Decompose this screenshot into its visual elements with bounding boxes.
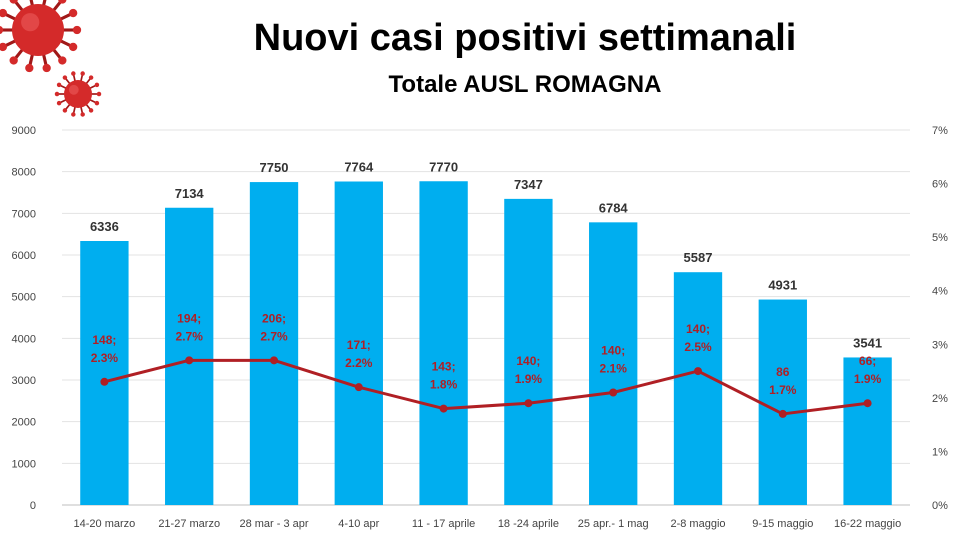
bar-value-label: 5587 xyxy=(684,250,713,265)
y-tick-label: 8000 xyxy=(12,167,36,179)
y2-tick-label: 7% xyxy=(932,125,948,137)
y-axis-right: 0% 1% 2% 3% 4% 5% 6% 7% xyxy=(932,125,948,512)
line-point xyxy=(354,383,363,392)
bar-value-label: 7764 xyxy=(344,160,374,175)
y-tick-label: 3000 xyxy=(12,375,36,387)
y-tick-label: 0 xyxy=(30,500,36,512)
virus-icon xyxy=(0,0,82,73)
y2-tick-label: 2% xyxy=(932,393,948,405)
line-value-label: 143; 1.8% xyxy=(430,360,458,392)
y-tick-label: 2000 xyxy=(12,417,36,429)
bar-value-label: 6784 xyxy=(599,200,629,215)
x-tick-label: 9-15 maggio xyxy=(752,518,813,530)
y-tick-label: 9000 xyxy=(12,125,36,137)
line-value-label: 148; 2.3% xyxy=(91,333,119,365)
line-path xyxy=(104,358,868,416)
bar-value-label: 7770 xyxy=(429,159,458,174)
y2-tick-label: 1% xyxy=(932,446,948,458)
line-value-label: 171; 2.2% xyxy=(345,338,373,370)
bar xyxy=(843,357,892,505)
line-point xyxy=(100,377,109,386)
bar xyxy=(419,181,468,505)
bar-value-label: 7347 xyxy=(514,177,543,192)
line-point xyxy=(609,388,618,397)
line-value-label: 140; 2.5% xyxy=(684,322,712,354)
y-tick-label: 1000 xyxy=(12,458,36,470)
y2-tick-label: 0% xyxy=(932,500,948,512)
line-value-label: 86 1.7% xyxy=(769,365,797,397)
x-tick-label: 2-8 maggio xyxy=(670,518,725,530)
bar-value-label: 4931 xyxy=(768,278,797,293)
virus-decorations xyxy=(0,0,102,117)
line-point xyxy=(524,399,533,408)
x-tick-label: 11 - 17 aprile xyxy=(412,518,475,530)
bar xyxy=(589,222,638,506)
line-point xyxy=(270,356,278,365)
y-axis-left: 0 1000 2000 3000 4000 5000 6000 7000 8000 9000 xyxy=(12,125,36,512)
x-tick-label: 28 mar - 3 apr xyxy=(239,518,308,530)
bar xyxy=(673,272,723,505)
x-tick-label: 4-10 apr xyxy=(338,518,379,530)
bar-value-label: 3541 xyxy=(853,335,882,350)
x-tick-label: 25 apr.- 1 mag xyxy=(578,518,649,530)
y-tick-label: 7000 xyxy=(12,208,36,220)
line-series xyxy=(100,356,872,418)
line-labels: 148; 2.3% 194; 2.7% 206; 2.7% 171; 2.2% 143; 1.8%… xyxy=(91,311,882,397)
chart-title: Nuovi casi positivi settimanali xyxy=(254,17,797,59)
y2-tick-label: 4% xyxy=(932,286,948,298)
bar-value-label: 7750 xyxy=(260,160,289,175)
bar xyxy=(334,181,383,505)
line-point xyxy=(778,409,787,418)
bar-series xyxy=(80,181,892,506)
y-tick-label: 6000 xyxy=(12,250,36,262)
chart-subtitle: Totale AUSL ROMAGNA xyxy=(389,71,662,98)
line-value-label: 140; 1.9% xyxy=(515,354,543,386)
bar-value-label: 6336 xyxy=(90,219,119,234)
bar xyxy=(504,198,553,505)
line-point xyxy=(439,404,448,413)
x-tick-label: 14-20 marzo xyxy=(74,518,136,530)
bar-value-label: 7134 xyxy=(175,186,205,201)
bar xyxy=(758,299,807,505)
line-value-label: 206; 2.7% xyxy=(260,311,288,343)
y2-tick-label: 3% xyxy=(932,339,948,351)
bar xyxy=(80,241,129,505)
line-point xyxy=(694,367,702,376)
bar-labels: 6336 7134 7750 7764 7770 7347 6784 5587 4931 3541 xyxy=(90,159,882,350)
bar xyxy=(249,182,299,506)
line-value-label: 140; 2.1% xyxy=(600,344,628,376)
line-value-label: 66; 1.9% xyxy=(854,354,882,386)
y-tick-label: 4000 xyxy=(12,333,36,345)
x-tick-label: 18 -24 aprile xyxy=(498,518,559,530)
virus-icon-small xyxy=(54,71,102,117)
x-tick-label: 16-22 maggio xyxy=(834,518,901,530)
x-tick-label: 21-27 marzo xyxy=(158,518,220,530)
x-axis: 14-20 marzo 21-27 marzo 28 mar - 3 apr 4-10… xyxy=(74,518,902,530)
y2-tick-label: 6% xyxy=(932,179,948,191)
y-tick-label: 5000 xyxy=(12,292,36,304)
line-point xyxy=(863,399,872,408)
y2-tick-label: 5% xyxy=(932,232,948,244)
line-point xyxy=(185,356,194,365)
line-value-label: 194; 2.7% xyxy=(176,311,204,343)
